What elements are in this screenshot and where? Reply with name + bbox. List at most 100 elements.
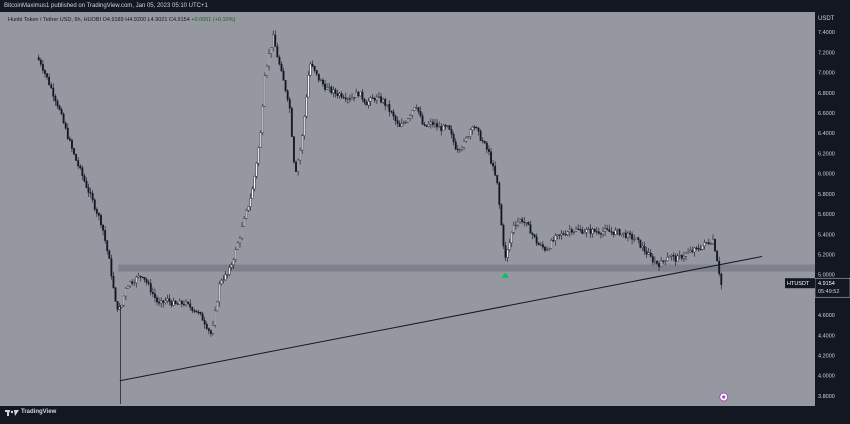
candle-body (139, 275, 142, 278)
candle-body (178, 300, 181, 305)
candle-body (612, 231, 615, 235)
candle-body (539, 244, 542, 246)
candle-body (303, 116, 306, 136)
candle-body (37, 57, 40, 61)
candle-body (319, 79, 322, 82)
candle-body (427, 124, 430, 127)
candle-body (676, 255, 679, 262)
candle-body (548, 248, 551, 250)
candle-body (695, 247, 698, 249)
candle-body (226, 274, 229, 276)
candle-body (680, 255, 683, 259)
candle-body (307, 75, 310, 98)
candle-body (346, 98, 349, 100)
candle-body (245, 210, 248, 219)
candle-body (311, 63, 314, 67)
candle-body (614, 230, 617, 235)
candle-body (519, 219, 521, 223)
candle-body (456, 148, 459, 151)
footer: TradingView (0, 406, 850, 421)
candle-body (485, 142, 488, 150)
candle-body (672, 255, 675, 257)
candle-body (203, 320, 206, 325)
candle-body (224, 274, 227, 280)
candle-body (703, 242, 706, 247)
candle-body (664, 260, 667, 262)
candle-body (317, 73, 320, 81)
candle-body (249, 198, 252, 207)
candle-body (649, 252, 652, 257)
candle-body (481, 140, 484, 142)
candle-body (438, 126, 441, 128)
candle-body (527, 222, 530, 225)
plot-area[interactable]: HTUSDT Huobi Token / Tether USD, 6h, HUO… (0, 12, 816, 406)
candle-body (720, 273, 723, 285)
candle-body (66, 127, 69, 139)
price-axis[interactable]: USDT 7.4000 7.2000 7.0000 6.8000 6.6000 6.4000… (814, 12, 850, 406)
candle-body (122, 295, 125, 306)
candle-body (220, 280, 223, 285)
candle-body (473, 126, 476, 129)
candle-body (622, 232, 625, 234)
candle-body (653, 260, 656, 263)
candle-body (583, 232, 586, 234)
footer-brand[interactable]: TradingView (21, 409, 57, 415)
candle-body (46, 73, 48, 78)
symbol-tag: HTUSDT (787, 281, 810, 287)
candle-body (131, 281, 134, 284)
candle-body (658, 263, 660, 268)
candle-body (162, 300, 165, 303)
candle-body (531, 233, 534, 235)
candle-body (68, 138, 71, 141)
candle-body (444, 125, 447, 127)
candle-body (102, 224, 104, 231)
candle-body (153, 293, 156, 298)
candle-body (176, 303, 179, 305)
candle-body (405, 121, 407, 124)
candle-body (697, 247, 700, 250)
candle-body (380, 96, 382, 103)
ohlc-legend: Huobi Token / Tether USD, 6h, HUOBI O4.9… (8, 17, 235, 23)
candle-body (309, 63, 312, 76)
candle-body (83, 175, 86, 182)
price-chart[interactable]: HTUSDT (0, 12, 816, 406)
y-tick-label: 7.2000 (818, 50, 835, 56)
candle-body (336, 93, 339, 96)
candle-body (278, 56, 281, 65)
candle-body (56, 100, 59, 107)
candle-body (338, 93, 341, 96)
candle-body (465, 137, 468, 142)
candle-body (230, 264, 233, 268)
candle-body (645, 250, 648, 255)
candle-body (502, 224, 505, 246)
candle-body (388, 104, 391, 112)
candle-body (143, 277, 146, 280)
candle-body (606, 228, 609, 230)
candle-body (610, 231, 613, 233)
event-marker-dot (722, 395, 726, 399)
y-tick-label: 7.4000 (818, 30, 835, 36)
candle-body (685, 252, 687, 257)
candle-body (709, 243, 712, 245)
candle-body (500, 204, 503, 226)
candle-body (666, 257, 669, 261)
candle-body (185, 301, 187, 306)
candle-body (187, 301, 190, 304)
symbol-tag-box (785, 278, 815, 289)
candle-body (71, 140, 73, 149)
candle-body (118, 306, 121, 310)
candle-body (637, 237, 640, 241)
candle-body (160, 300, 163, 304)
candle-body (600, 233, 602, 235)
candle-body (243, 218, 246, 227)
candle-body (510, 232, 513, 244)
candle-body (494, 165, 497, 176)
candle-body (100, 215, 102, 226)
candle-body (475, 126, 478, 129)
candle-body (371, 97, 374, 99)
candle-body (375, 96, 378, 101)
candle-body (205, 323, 208, 329)
candle-body (498, 182, 501, 205)
candle-body (624, 232, 627, 238)
candle-body (301, 135, 304, 151)
